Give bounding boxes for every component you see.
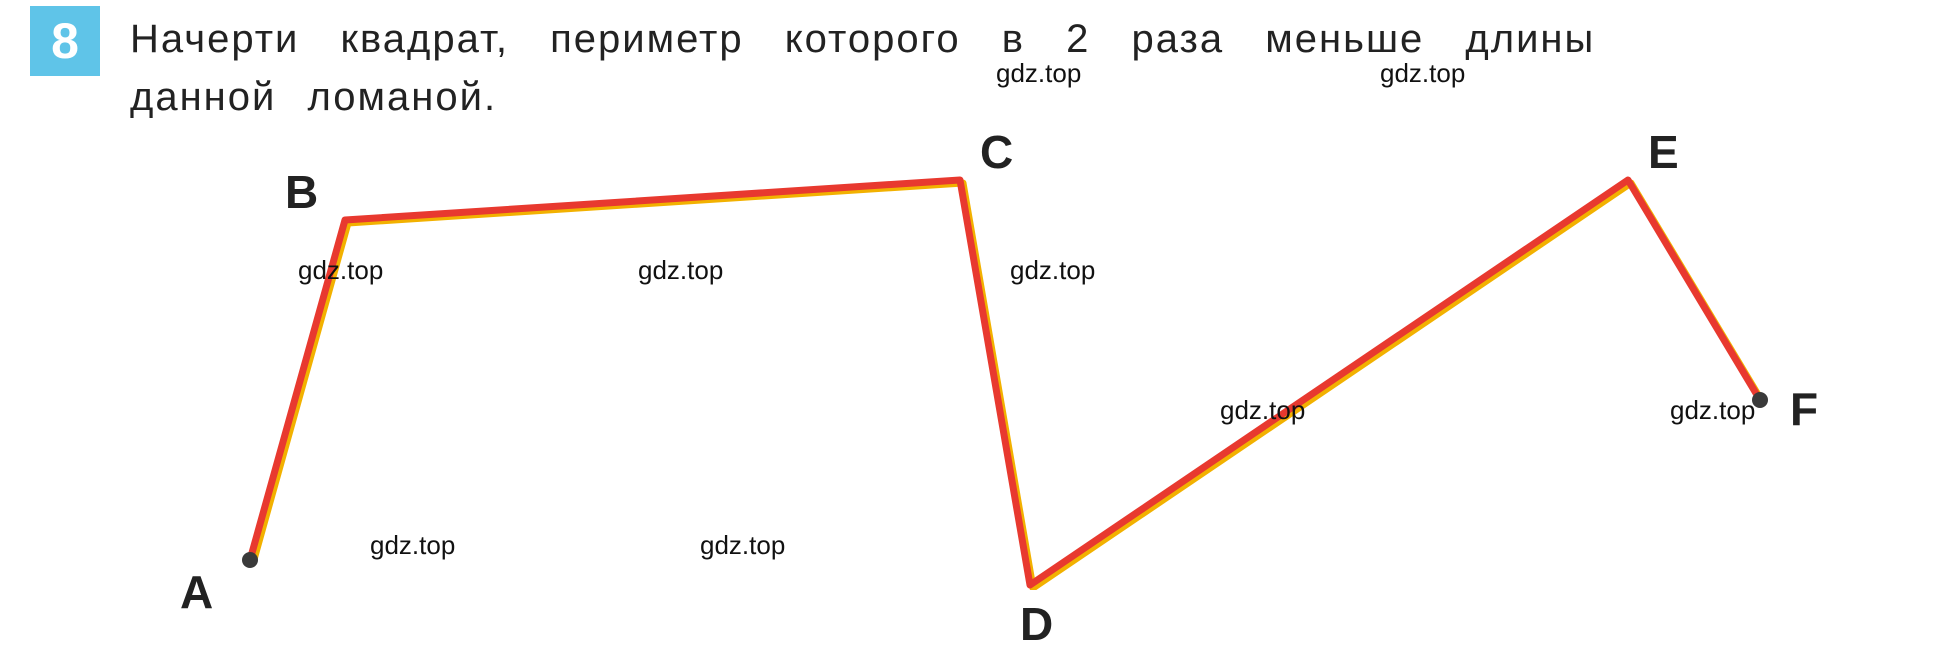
- exercise-number: 8: [51, 12, 79, 70]
- watermark: gdz.top: [638, 255, 723, 286]
- word: Начерти: [130, 17, 299, 61]
- word: меньше: [1265, 17, 1424, 61]
- endpoint-dot-A: [242, 552, 258, 568]
- exercise-number-badge: 8: [30, 6, 100, 76]
- word: в: [1002, 17, 1025, 61]
- watermark: gdz.top: [1380, 58, 1465, 89]
- page-root: 8 Начерти квадрат, периметр которого в 2…: [0, 0, 1953, 592]
- watermark: gdz.top: [996, 58, 1081, 89]
- watermark: gdz.top: [370, 530, 455, 561]
- vertex-label-B: B: [285, 165, 318, 219]
- watermark: gdz.top: [700, 530, 785, 561]
- word: периметр: [550, 17, 743, 61]
- vertex-label-D: D: [1020, 597, 1053, 651]
- word: данной: [130, 75, 276, 119]
- watermark: gdz.top: [298, 255, 383, 286]
- vertex-label-E: E: [1648, 125, 1679, 179]
- word: 2: [1066, 17, 1090, 61]
- watermark: gdz.top: [1670, 395, 1755, 426]
- word: ломаной.: [307, 75, 497, 119]
- word: квадрат,: [341, 17, 510, 61]
- vertex-label-C: C: [980, 125, 1013, 179]
- vertex-label-A: A: [180, 565, 213, 619]
- word: длины: [1465, 17, 1595, 61]
- watermark: gdz.top: [1220, 395, 1305, 426]
- watermark: gdz.top: [1010, 255, 1095, 286]
- polyline-diagram: ABCDEF: [0, 140, 1953, 590]
- polyline-path: [250, 180, 1760, 585]
- word: раза: [1132, 17, 1225, 61]
- word: которого: [785, 17, 961, 61]
- vertex-label-F: F: [1790, 382, 1818, 436]
